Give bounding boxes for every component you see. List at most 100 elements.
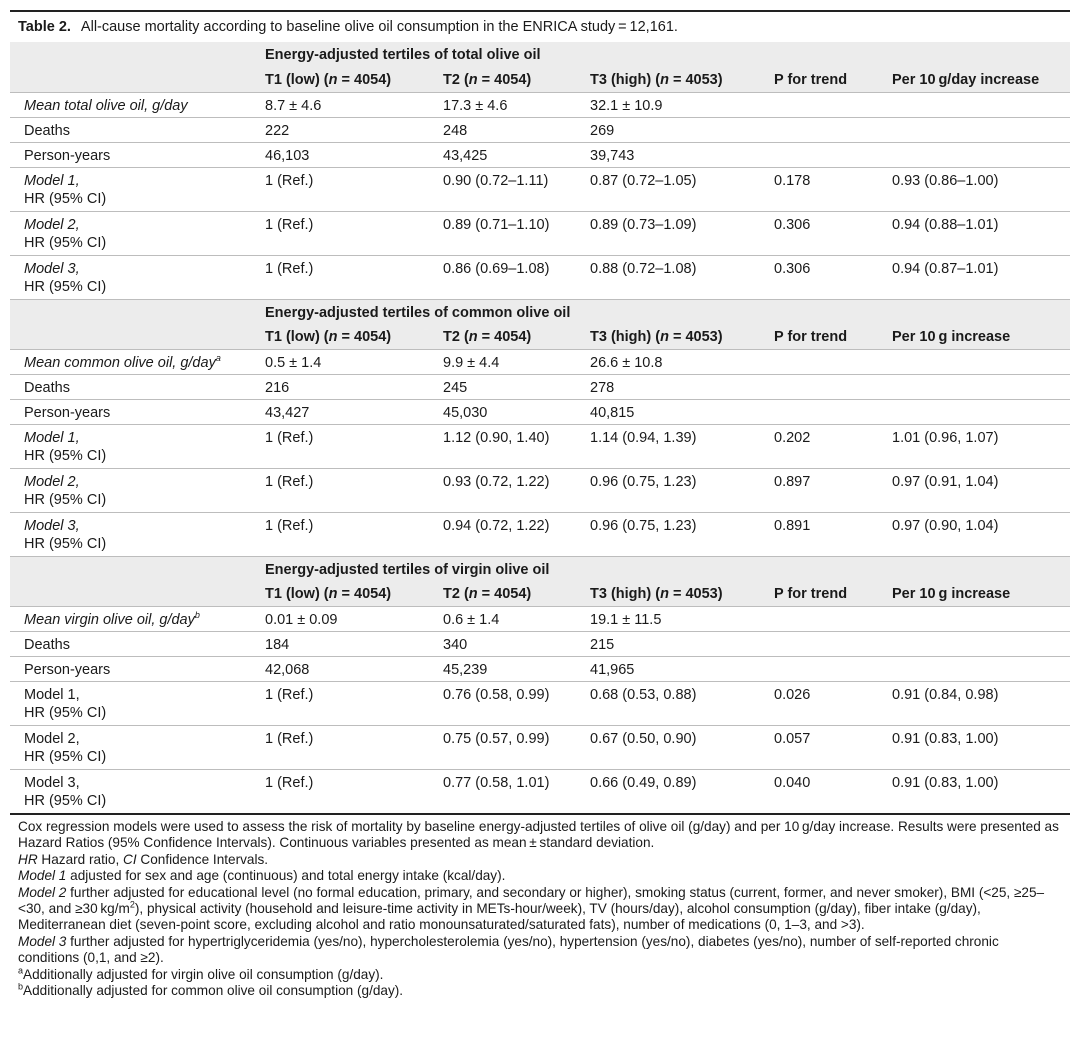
column-header-t3: T3 (high) (n = 4053) bbox=[582, 324, 766, 349]
value-t1: 1 (Ref.) bbox=[257, 724, 435, 769]
blank-cell bbox=[10, 298, 257, 324]
value-p-trend: 0.178 bbox=[766, 166, 884, 211]
value-p-trend: 0.202 bbox=[766, 423, 884, 468]
value-p-trend bbox=[766, 605, 884, 631]
row-label: Model 3, HR (95% CI) bbox=[10, 254, 257, 299]
row-label: Mean total olive oil, g/day bbox=[10, 91, 257, 117]
value-t2: 43,425 bbox=[435, 141, 582, 167]
table-row: Person-years 42,068 45,239 41,965 bbox=[10, 655, 1071, 681]
footnote-model-3: Model 3 further adjusted for hypertrigly… bbox=[18, 933, 999, 966]
footnote-methods: Cox regression models were used to asses… bbox=[18, 819, 1059, 851]
value-t1: 1 (Ref.) bbox=[257, 166, 435, 211]
row-label: Mean common olive oil, g/daya bbox=[10, 348, 257, 374]
value-t3: 0.67 (0.50, 0.90) bbox=[582, 724, 766, 769]
value-t2: 0.94 (0.72, 1.22) bbox=[435, 511, 582, 556]
column-header-row: T1 (low) (n = 4054) T2 (n = 4054) T3 (high… bbox=[10, 581, 1071, 606]
row-label: Model 2, HR (95% CI) bbox=[10, 210, 257, 255]
value-t2: 0.77 (0.58, 1.01) bbox=[435, 768, 582, 813]
value-t1: 1 (Ref.) bbox=[257, 511, 435, 556]
value-p-trend: 0.026 bbox=[766, 680, 884, 725]
value-t2: 45,239 bbox=[435, 655, 582, 681]
table-row: Model 2, HR (95% CI) 1 (Ref.) 0.89 (0.71–1.… bbox=[10, 210, 1071, 255]
table-row: Model 2, HR (95% CI) 1 (Ref.) 0.93 (0.72, 1… bbox=[10, 467, 1071, 512]
table-row: Model 1, HR (95% CI) 1 (Ref.) 1.12 (0.90, 1… bbox=[10, 423, 1071, 468]
table-row: Deaths 184 340 215 bbox=[10, 630, 1071, 656]
value-t3: 0.88 (0.72–1.08) bbox=[582, 254, 766, 299]
value-per-increase bbox=[884, 655, 1071, 681]
value-p-trend bbox=[766, 91, 884, 117]
value-p-trend: 0.040 bbox=[766, 768, 884, 813]
table-row: Person-years 46,103 43,425 39,743 bbox=[10, 141, 1071, 167]
value-t3: 0.89 (0.73–1.09) bbox=[582, 210, 766, 255]
value-t2: 17.3 ± 4.6 bbox=[435, 91, 582, 117]
row-label: Mean virgin olive oil, g/dayb bbox=[10, 605, 257, 631]
row-label: Model 3, HR (95% CI) bbox=[10, 511, 257, 556]
value-t3: 269 bbox=[582, 116, 766, 142]
value-per-increase bbox=[884, 116, 1071, 142]
row-label: Deaths bbox=[10, 373, 257, 399]
value-t1: 0.5 ± 1.4 bbox=[257, 348, 435, 374]
value-p-trend: 0.306 bbox=[766, 210, 884, 255]
table-row: Model 1, HR (95% CI) 1 (Ref.) 0.90 (0.72–1.… bbox=[10, 166, 1071, 211]
value-t1: 184 bbox=[257, 630, 435, 656]
value-p-trend: 0.891 bbox=[766, 511, 884, 556]
blank-cell bbox=[10, 581, 257, 606]
table-row: Model 3, HR (95% CI) 1 (Ref.) 0.77 (0.58, 1… bbox=[10, 768, 1071, 813]
value-t1: 46,103 bbox=[257, 141, 435, 167]
column-header-p-trend: P for trend bbox=[766, 581, 884, 606]
value-p-trend: 0.306 bbox=[766, 254, 884, 299]
table-label: Table 2. bbox=[18, 19, 71, 35]
table-row: Deaths 216 245 278 bbox=[10, 373, 1071, 399]
value-t1: 42,068 bbox=[257, 655, 435, 681]
value-p-trend bbox=[766, 141, 884, 167]
column-header-t3: T3 (high) (n = 4053) bbox=[582, 67, 766, 92]
value-t2: 1.12 (0.90, 1.40) bbox=[435, 423, 582, 468]
table-row: Mean total olive oil, g/day 8.7 ± 4.6 17.3… bbox=[10, 91, 1071, 117]
footnote-b: bAdditionally adjusted for common olive … bbox=[18, 981, 404, 999]
value-t2: 0.86 (0.69–1.08) bbox=[435, 254, 582, 299]
value-per-increase bbox=[884, 91, 1071, 117]
column-header-t2: T2 (n = 4054) bbox=[435, 67, 582, 92]
value-t2: 0.89 (0.71–1.10) bbox=[435, 210, 582, 255]
value-per-increase bbox=[884, 373, 1071, 399]
row-label: Person-years bbox=[10, 655, 257, 681]
value-per-increase: 0.91 (0.84, 0.98) bbox=[884, 680, 1071, 725]
table-row: Mean common olive oil, g/daya 0.5 ± 1.4 9.… bbox=[10, 348, 1071, 374]
table-row: Person-years 43,427 45,030 40,815 bbox=[10, 398, 1071, 424]
value-p-trend bbox=[766, 348, 884, 374]
blank-cell bbox=[10, 67, 257, 92]
value-t2: 0.93 (0.72, 1.22) bbox=[435, 467, 582, 512]
value-t3: 39,743 bbox=[582, 141, 766, 167]
column-header-per-increase: Per 10 g/day increase bbox=[884, 67, 1071, 92]
table-caption: Table 2. All-cause mortality according to… bbox=[10, 10, 1070, 42]
value-t3: 19.1 ± 11.5 bbox=[582, 605, 766, 631]
column-header-t1: T1 (low) (n = 4054) bbox=[257, 67, 435, 92]
value-p-trend: 0.897 bbox=[766, 467, 884, 512]
value-t3: 0.96 (0.75, 1.23) bbox=[582, 467, 766, 512]
blank-cell bbox=[10, 42, 257, 67]
section-title: Energy-adjusted tertiles of total olive … bbox=[257, 42, 1071, 67]
value-t3: 0.87 (0.72–1.05) bbox=[582, 166, 766, 211]
footnote-model-1: Model 1 adjusted for sex and age (contin… bbox=[18, 868, 506, 884]
value-t1: 1 (Ref.) bbox=[257, 768, 435, 813]
value-per-increase bbox=[884, 398, 1071, 424]
column-header-t2: T2 (n = 4054) bbox=[435, 324, 582, 349]
value-t2: 9.9 ± 4.4 bbox=[435, 348, 582, 374]
table-row: Model 3, HR (95% CI) 1 (Ref.) 0.86 (0.69–1.… bbox=[10, 254, 1071, 299]
value-per-increase: 0.91 (0.83, 1.00) bbox=[884, 768, 1071, 813]
column-header-row: T1 (low) (n = 4054) T2 (n = 4054) T3 (high… bbox=[10, 67, 1071, 92]
footnote-model-2: Model 2 further adjusted for educational… bbox=[18, 884, 1045, 933]
value-per-increase: 1.01 (0.96, 1.07) bbox=[884, 423, 1071, 468]
value-t1: 1 (Ref.) bbox=[257, 210, 435, 255]
value-per-increase bbox=[884, 630, 1071, 656]
value-per-increase: 0.91 (0.83, 1.00) bbox=[884, 724, 1071, 769]
row-label: Deaths bbox=[10, 116, 257, 142]
footnote-a: aAdditionally adjusted for virgin olive … bbox=[18, 965, 384, 982]
value-per-increase bbox=[884, 141, 1071, 167]
value-t3: 1.14 (0.94, 1.39) bbox=[582, 423, 766, 468]
value-per-increase: 0.97 (0.90, 1.04) bbox=[884, 511, 1071, 556]
value-t1: 1 (Ref.) bbox=[257, 423, 435, 468]
section-title-row: Energy-adjusted tertiles of virgin olive… bbox=[10, 555, 1071, 581]
table-caption-text: All-cause mortality according to baselin… bbox=[80, 19, 678, 35]
column-header-p-trend: P for trend bbox=[766, 324, 884, 349]
